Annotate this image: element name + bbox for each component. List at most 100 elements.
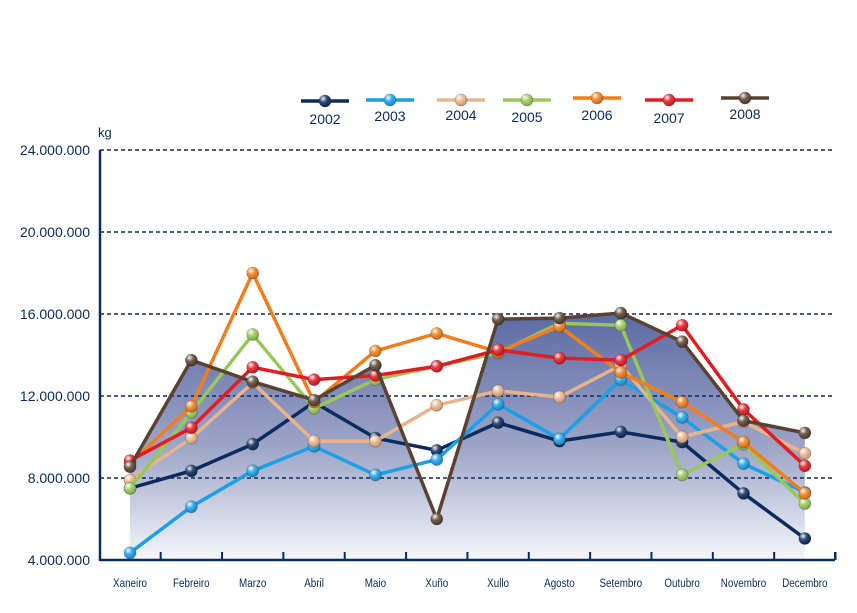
data-point-2008-highlight — [369, 359, 382, 372]
legend-label: 2008 — [729, 106, 760, 122]
data-point-2007-highlight — [246, 361, 259, 374]
data-point-2008-highlight — [676, 335, 689, 348]
data-point-2004-highlight — [492, 384, 505, 397]
series-line-2006 — [128, 268, 806, 495]
data-point-2006-highlight — [737, 436, 750, 449]
x-tick-label: Xuño — [425, 577, 448, 590]
data-point-2002-highlight — [185, 464, 198, 477]
x-tick-label: Xullo — [487, 577, 509, 590]
data-point-2002-highlight — [246, 438, 259, 451]
data-point-2003-highlight — [246, 464, 259, 477]
data-point-2006-highlight — [553, 320, 566, 333]
legend-label: 2004 — [445, 107, 476, 123]
data-point-2008-highlight — [308, 394, 321, 407]
legend-label: 2006 — [581, 107, 612, 123]
data-point-2002-highlight — [430, 444, 443, 457]
data-point-2007-highlight — [614, 354, 627, 367]
legend-item-2003: 2003 — [366, 93, 414, 124]
data-point-2005-highlight — [798, 497, 811, 510]
data-point-2002-highlight — [737, 487, 750, 500]
data-point-2008-highlight — [553, 312, 566, 325]
data-point-2003-highlight — [124, 546, 136, 559]
legend-item-2004: 2004 — [437, 93, 485, 123]
x-tick-label: Outubro — [664, 577, 700, 590]
data-point-2003-highlight — [492, 398, 505, 411]
data-point-2006-highlight — [246, 267, 259, 279]
data-point-2002-highlight — [798, 532, 811, 545]
x-tick-label: Abril — [304, 577, 324, 590]
x-tick-label: Febreiro — [173, 577, 210, 590]
legend-marker-2008-highlight — [739, 92, 751, 104]
data-point-2004-highlight — [798, 447, 811, 460]
data-point-2007-highlight — [676, 319, 689, 332]
legend-label: 2003 — [374, 108, 405, 124]
x-tick-label: Marzo — [239, 577, 266, 590]
data-point-2008-highlight — [737, 414, 750, 427]
legend-item-2002: 2002 — [301, 94, 349, 127]
data-point-2006-highlight — [369, 344, 382, 357]
data-point-2007-highlight — [308, 373, 321, 386]
data-point-2004-highlight — [308, 435, 321, 448]
legend-label: 2005 — [511, 109, 542, 125]
legend-marker-2003-highlight — [384, 94, 396, 106]
x-tick-label: Maio — [365, 577, 386, 590]
legend-marker-2004-highlight — [455, 94, 467, 106]
data-point-2003-highlight — [737, 457, 750, 470]
x-tick-label: Agosto — [544, 577, 575, 590]
data-point-2006-highlight — [676, 396, 689, 409]
data-point-2005-highlight — [614, 319, 627, 332]
y-tick-label: 16.000.000 — [20, 306, 90, 322]
legend-marker-2002-highlight — [319, 95, 331, 107]
series-line-2002 — [129, 400, 806, 540]
legend-label: 2007 — [653, 110, 684, 126]
data-point-2002-highlight — [492, 416, 505, 429]
legend-marker-2007-highlight — [663, 94, 675, 106]
data-point-2007-highlight — [737, 403, 750, 416]
series-line-2004 — [129, 363, 806, 482]
x-tick-label: Setembro — [599, 577, 642, 590]
y-tick-label: 24.000.000 — [20, 142, 90, 158]
data-point-2008-highlight — [246, 375, 259, 388]
y-axis-unit-label: kg — [98, 125, 112, 140]
legend-item-2005: 2005 — [503, 93, 551, 125]
data-point-2005-highlight — [676, 468, 689, 481]
legend-item-2008: 2008 — [721, 91, 769, 122]
data-point-2006-highlight — [185, 400, 198, 413]
legend-marker-2006-highlight — [591, 92, 603, 104]
data-point-2003-highlight — [185, 500, 198, 513]
data-point-2004-highlight — [369, 435, 382, 448]
data-point-2007-highlight — [492, 343, 505, 356]
data-point-2005-highlight — [124, 482, 136, 495]
data-point-2002-highlight — [614, 425, 627, 438]
x-tick-label: Decembro — [782, 577, 827, 590]
data-point-2007-highlight — [553, 352, 566, 365]
data-point-2003-highlight — [369, 468, 382, 481]
data-point-2008-highlight — [124, 460, 136, 473]
data-point-2008-highlight — [430, 513, 443, 525]
data-point-2006-highlight — [430, 327, 443, 340]
y-tick-label: 12.000.000 — [20, 388, 90, 404]
data-point-2005-highlight — [246, 328, 259, 341]
data-point-2004-highlight — [553, 391, 566, 404]
legend-label: 2002 — [309, 111, 340, 127]
series-line-2003 — [128, 377, 806, 555]
data-point-2004-highlight — [676, 431, 689, 443]
data-point-2003-highlight — [553, 433, 566, 446]
legend-marker-2005-highlight — [521, 94, 533, 106]
x-tick-label: Novembro — [721, 577, 766, 590]
x-tick-label: Xaneiro — [113, 577, 147, 590]
y-tick-label: 20.000.000 — [20, 224, 90, 240]
data-point-2006-highlight — [614, 366, 627, 379]
data-point-2003-highlight — [676, 411, 689, 424]
data-point-2007-highlight — [430, 360, 443, 373]
data-point-2004-highlight — [185, 432, 198, 445]
data-point-2008-highlight — [185, 354, 198, 367]
data-point-2007-highlight — [185, 421, 198, 434]
legend-item-2006: 2006 — [573, 91, 621, 123]
data-point-2008-highlight — [492, 313, 505, 326]
data-point-2007-highlight — [798, 459, 811, 472]
data-point-2008-highlight — [614, 306, 627, 319]
legend-item-2007: 2007 — [645, 93, 693, 126]
data-point-2006-highlight — [798, 487, 811, 500]
